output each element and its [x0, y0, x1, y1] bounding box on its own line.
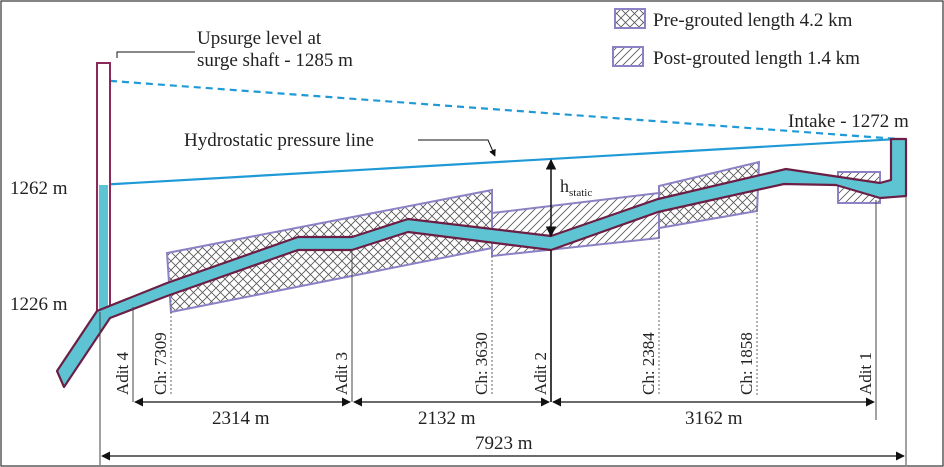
station-ch3630: Ch: 3630: [472, 332, 491, 395]
surge-shaft-water: [99, 185, 108, 310]
dim-label-3: 3162 m: [685, 408, 743, 429]
dim-label-total: 7923 m: [475, 433, 533, 454]
station-ch1858: Ch: 1858: [737, 332, 756, 395]
station-ch7309: Ch: 7309: [151, 332, 170, 395]
station-adit3: Adit 3: [332, 352, 351, 395]
station-adit2: Adit 2: [531, 352, 550, 395]
station-ch2384: Ch: 2384: [639, 332, 658, 395]
legend-pre-label: Pre-grouted length 4.2 km: [653, 10, 853, 31]
h-static-main: h: [560, 176, 569, 196]
hydrostatic-leader: [418, 139, 496, 157]
h-static-sub: static: [569, 187, 592, 199]
hydrostatic-label: Hydrostatic pressure line: [184, 130, 374, 151]
dim-label-2: 2132 m: [418, 408, 476, 429]
level-1262-label: 1262 m: [10, 178, 68, 199]
tunnel-profile: [55, 137, 908, 389]
level-1226-label: 1226 m: [10, 294, 68, 315]
upsurge-leader: [116, 51, 195, 58]
hydrostatic-pressure-line: [97, 137, 899, 187]
intake-label: Intake - 1272 m: [788, 111, 909, 132]
station-adit1: Adit 1: [856, 352, 875, 395]
legend-post-swatch: [612, 46, 644, 67]
station-adit4: Adit 4: [113, 352, 132, 395]
legend-post-label: Post-grouted length 1.4 km: [653, 48, 860, 69]
upsurge-label-line2: surge shaft - 1285 m: [197, 50, 353, 71]
upsurge-label-line1: Upsurge level at: [197, 28, 322, 49]
legend-pre-swatch: [614, 8, 646, 29]
dim-label-1: 2314 m: [212, 408, 270, 429]
upsurge-line: [97, 78, 899, 141]
h-static-label: hstatic: [560, 176, 592, 199]
